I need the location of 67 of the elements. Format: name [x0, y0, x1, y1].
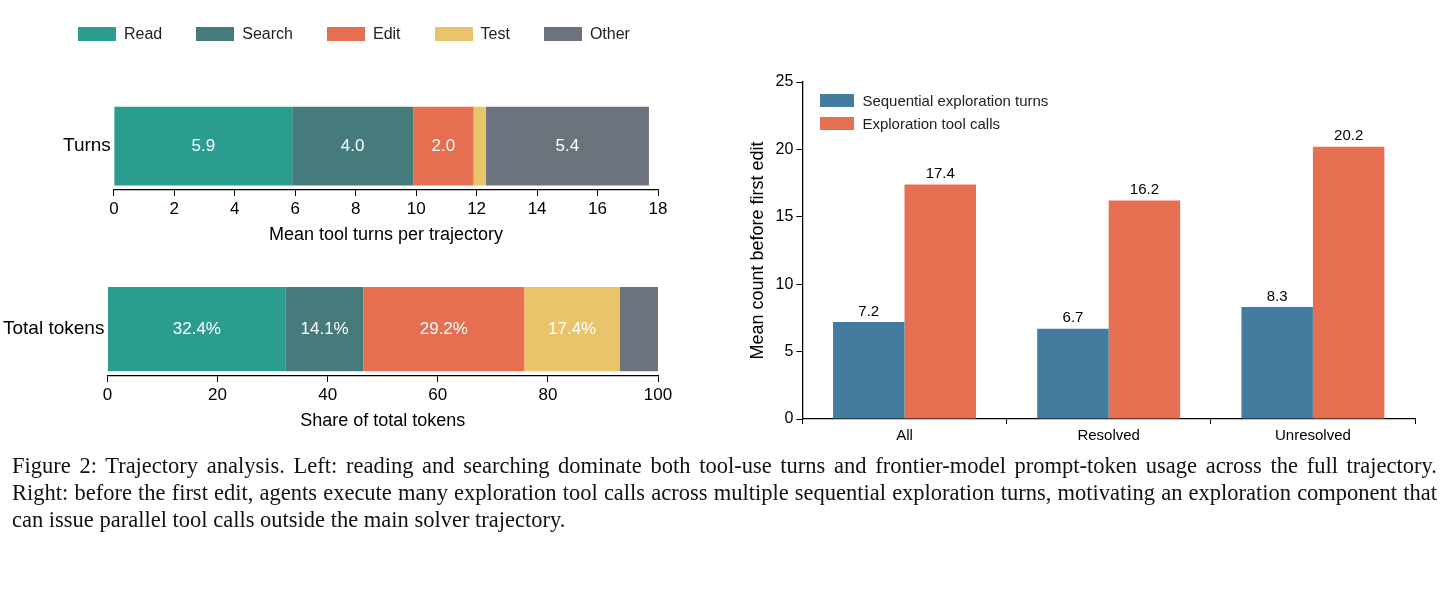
bar — [1108, 200, 1181, 419]
bar — [114, 106, 293, 186]
bar — [473, 106, 486, 186]
x-tick-label: 14 — [527, 198, 547, 218]
bar — [1241, 307, 1313, 419]
data-label: 2.0 — [431, 135, 456, 155]
x-tick-label: 80 — [538, 384, 558, 404]
bar — [1312, 146, 1385, 419]
bar — [620, 287, 658, 372]
x-tick-label: 16 — [588, 198, 607, 218]
y-axis-title: Mean count before first edit — [746, 141, 767, 360]
legend-label: Sequential exploration turns — [862, 92, 1049, 109]
y-tick-label: 15 — [775, 207, 794, 225]
data-label: 7.2 — [858, 301, 880, 319]
data-label: 14.1% — [300, 318, 349, 338]
x-tick-label: 12 — [467, 198, 487, 218]
data-label: 29.2% — [419, 318, 468, 338]
caption: Figure 2: Trajectory analysis. Left: reading and searching dominate both tool-use turns and frontier-model prompt-token usage across the full trajectory. Right: before the first edit, agents execute many exploration tool calls across multiple sequential exploration turns, motivating an exploration component that can issue parallel tool calls outside the main solver trajectory. — [12, 452, 1437, 533]
bar — [485, 106, 649, 186]
y-tick-label: 25 — [775, 72, 794, 90]
bar — [833, 321, 905, 419]
y-tick-label: 20 — [775, 139, 794, 157]
data-label: 20.2 — [1334, 126, 1364, 144]
x-tick-label: 6 — [290, 198, 300, 218]
x-tick-label: 0 — [109, 198, 119, 218]
x-tick-label: 60 — [428, 384, 448, 404]
bar — [904, 184, 976, 419]
y-tick-label: 5 — [784, 342, 794, 360]
bar — [413, 106, 474, 186]
x-tick-label: 10 — [406, 198, 426, 218]
legend-label: Edit — [372, 25, 401, 43]
legend-label: Exploration tool calls — [862, 115, 1000, 132]
x-tick-label: All — [896, 426, 913, 444]
y-tick-label: Total tokens — [2, 317, 105, 339]
x-tick-label: 40 — [318, 384, 338, 404]
x-tick-label: 2 — [169, 198, 180, 218]
x-tick-label: Resolved — [1077, 426, 1140, 444]
legend-label: Other — [589, 25, 630, 43]
x-tick-label: 20 — [208, 384, 227, 404]
data-label: 16.2 — [1129, 180, 1160, 198]
bar — [107, 287, 286, 372]
x-tick-label: 8 — [350, 198, 361, 218]
data-label: 8.3 — [1266, 286, 1288, 304]
x-tick-label: 4 — [230, 198, 240, 218]
y-tick-label: 10 — [775, 274, 794, 292]
bar — [524, 287, 621, 372]
data-label: 17.4% — [548, 318, 597, 338]
data-label: 6.7 — [1062, 308, 1084, 326]
bar — [285, 287, 364, 372]
bar — [1037, 328, 1109, 419]
legend-label: Search — [242, 25, 293, 43]
x-tick-label: 100 — [643, 384, 673, 404]
data-label: 17.4 — [925, 164, 955, 182]
legend-label: Test — [480, 25, 510, 43]
data-label: 32.4% — [172, 318, 221, 338]
data-label: 5.9 — [191, 135, 216, 155]
y-tick-label: 0 — [784, 409, 794, 427]
data-label: 4.0 — [340, 135, 365, 155]
legend-label: Read — [124, 25, 163, 43]
x-tick-label: Unresolved — [1274, 426, 1351, 444]
bar — [363, 287, 525, 372]
x-axis-title: Mean tool turns per trajectory — [268, 224, 503, 245]
data-label: 5.4 — [555, 135, 580, 155]
bar — [292, 106, 414, 186]
x-axis-title: Share of total tokens — [300, 410, 466, 431]
y-tick-label: Turns — [62, 134, 111, 156]
x-tick-label: 18 — [648, 198, 668, 218]
